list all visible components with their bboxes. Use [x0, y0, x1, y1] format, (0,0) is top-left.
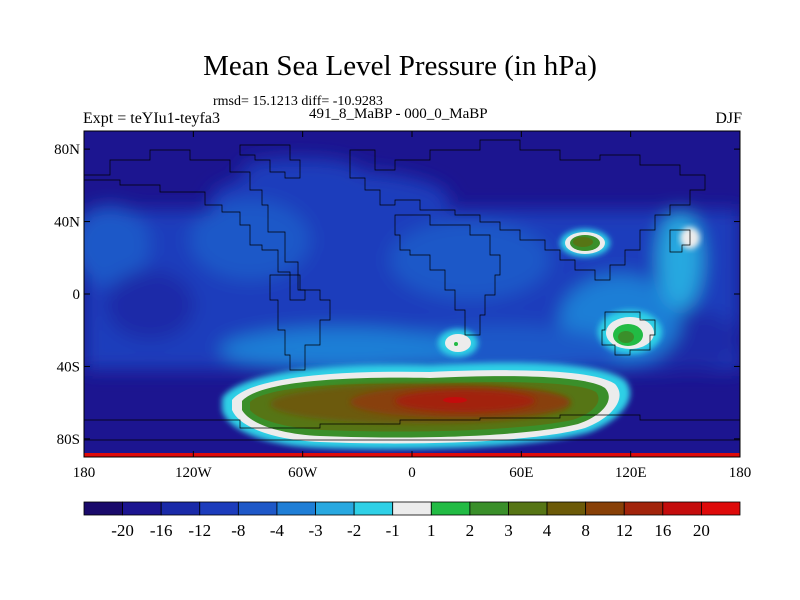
y-tick-label: 40N [54, 215, 80, 231]
colorbar-box [662, 501, 702, 516]
colorbar-box [315, 501, 355, 516]
y-tick-label: 0 [73, 287, 81, 303]
colorbar-label: 2 [466, 521, 475, 540]
x-tick-label: 60E [509, 465, 533, 481]
colorbar-label: -12 [188, 521, 211, 540]
colorbar-box [585, 501, 625, 516]
x-tick-label: 120W [175, 465, 213, 481]
x-tick-label: 0 [408, 465, 416, 481]
colorbar-box [546, 501, 587, 516]
colorbar-label: -1 [386, 521, 400, 540]
x-tick-label: 60W [288, 465, 318, 481]
colorbar: -20 -16 -12 -8 -4 -3 -2 -1 1 2 3 4 8 12 16 20 [83, 501, 741, 540]
south-atlantic-anomaly [438, 329, 478, 357]
colorbar-box [199, 501, 239, 516]
colorbar-label: 1 [427, 521, 436, 540]
colorbar-label: 4 [543, 521, 552, 540]
colorbar-box [623, 501, 664, 516]
colorbar-label: -4 [270, 521, 285, 540]
colorbar-box [237, 501, 278, 516]
colorbar-label: 16 [654, 521, 671, 540]
colorbar-label: -2 [347, 521, 361, 540]
x-tick-label: 120E [615, 465, 647, 481]
colorbar-label: 3 [504, 521, 513, 540]
stats-line: rmsd= 15.1213 diff= -10.9283 [213, 94, 383, 109]
australia-anomaly [598, 310, 662, 354]
colorbar-box [160, 501, 201, 516]
colorbar-box [508, 501, 548, 516]
season-label: DJF [715, 110, 742, 127]
colorbar-box [122, 501, 162, 516]
tibet-anomaly [560, 229, 610, 257]
colorbar-box [83, 501, 123, 516]
colorbar-box [353, 501, 394, 516]
continent-outlines [84, 139, 740, 441]
chart-subtitle: 491_8_MaBP - 000_0_MaBP [309, 106, 488, 122]
colorbar-box [276, 501, 316, 516]
colorbar-box [392, 501, 432, 516]
colorbar-label: 20 [693, 521, 710, 540]
x-axis: 180 120W 60W 0 60E 120E 180 [73, 131, 752, 481]
y-tick-label: 40S [57, 359, 80, 375]
colorbar-label: -20 [111, 521, 134, 540]
colorbar-label: -3 [308, 521, 322, 540]
y-axis: 80N 40N 0 40S 80S [54, 142, 740, 448]
colorbar-label: 12 [616, 521, 633, 540]
experiment-label: Expt = teYIu1-teyfa3 [83, 110, 220, 127]
colorbar-label: -16 [150, 521, 173, 540]
colorbar-label: 8 [581, 521, 590, 540]
colorbar-box [469, 501, 509, 516]
field-smooth [84, 158, 740, 375]
colorbar-box [701, 501, 741, 516]
colorbar-box [430, 501, 471, 516]
chart-title: Mean Sea Level Pressure (in hPa) [203, 50, 597, 82]
y-tick-label: 80S [57, 432, 80, 448]
field-layer [84, 131, 740, 457]
y-tick-label: 80N [54, 142, 80, 158]
colorbar-label: -8 [231, 521, 245, 540]
x-tick-label: 180 [729, 465, 752, 481]
southern-ocean-anomaly [222, 362, 631, 450]
x-tick-label: 180 [73, 465, 96, 481]
